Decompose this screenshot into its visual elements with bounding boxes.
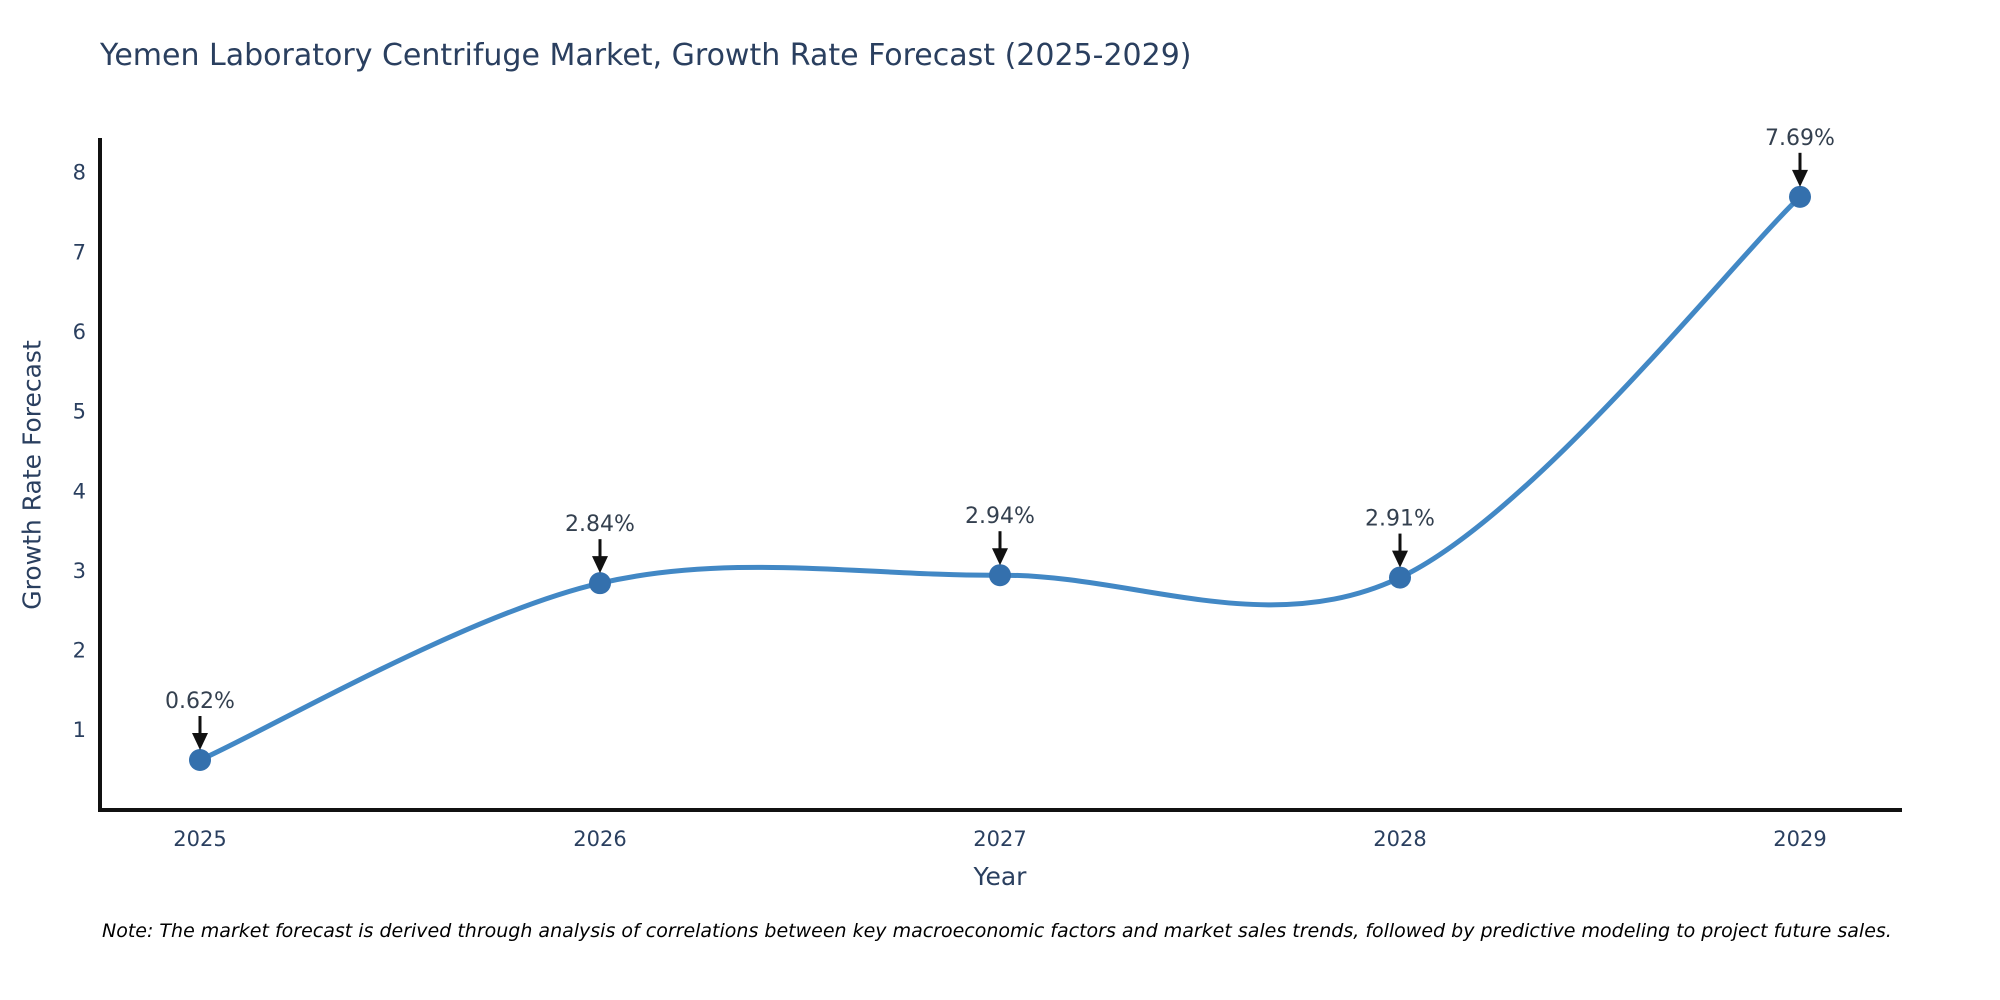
- data-point-marker: [1389, 566, 1411, 589]
- y-tick-label: 5: [73, 400, 86, 424]
- y-axis-line: [98, 138, 102, 812]
- data-point-marker: [989, 564, 1011, 587]
- data-point-marker: [189, 749, 211, 772]
- annotation-arrowhead: [1392, 550, 1408, 568]
- chart-title: Yemen Laboratory Centrifuge Market, Grow…: [100, 38, 1192, 73]
- annotation-label: 2.94%: [965, 504, 1035, 529]
- x-tick-label: 2025: [173, 827, 226, 851]
- x-tick-label: 2029: [1773, 827, 1826, 851]
- y-tick-label: 3: [73, 559, 86, 583]
- data-point-marker: [589, 572, 611, 595]
- x-tick-label: 2026: [573, 827, 626, 851]
- annotation-arrowhead: [192, 733, 208, 751]
- x-axis-title: Year: [973, 862, 1027, 891]
- y-tick-label: 2: [73, 639, 86, 663]
- chart-note: Note: The market forecast is derived thr…: [102, 920, 1892, 942]
- y-tick-label: 4: [73, 479, 86, 503]
- x-tick-label: 2027: [973, 827, 1026, 851]
- annotation-arrowhead: [992, 548, 1008, 566]
- y-tick-label: 1: [73, 718, 86, 742]
- x-axis-line: [98, 808, 1902, 812]
- y-tick-label: 7: [73, 240, 86, 264]
- annotation-label: 7.69%: [1765, 126, 1835, 151]
- annotation-arrowhead: [1792, 169, 1808, 187]
- data-point-marker: [1789, 185, 1811, 208]
- x-tick-label: 2028: [1373, 827, 1426, 851]
- annotation-label: 2.84%: [565, 512, 635, 537]
- series-line: [197, 194, 1803, 763]
- annotation-arrowhead: [592, 556, 608, 574]
- y-tick-label: 6: [73, 320, 86, 344]
- y-axis-title: Growth Rate Forecast: [17, 340, 47, 610]
- y-tick-label: 8: [73, 161, 86, 185]
- annotation-label: 2.91%: [1365, 507, 1435, 532]
- annotation-label: 0.62%: [165, 689, 235, 714]
